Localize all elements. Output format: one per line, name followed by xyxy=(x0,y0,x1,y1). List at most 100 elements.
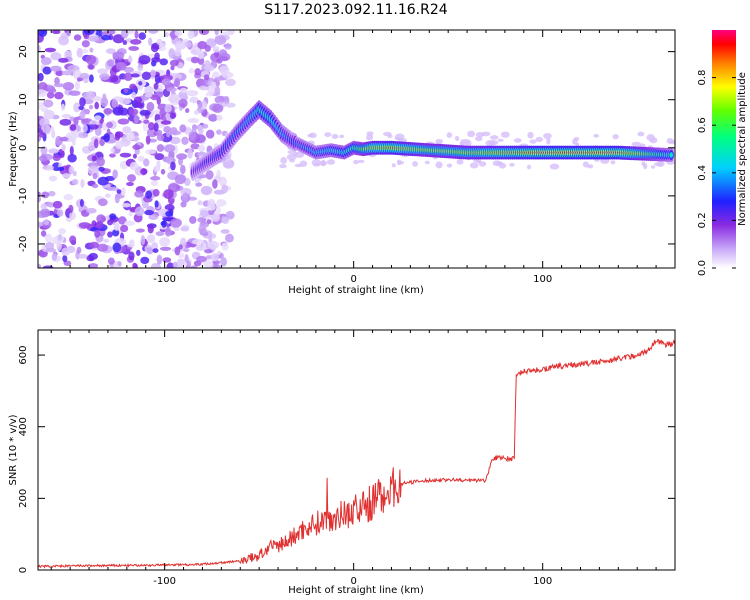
noise-blob xyxy=(107,219,113,226)
noise-blob xyxy=(112,242,122,253)
noise-blob xyxy=(206,219,212,224)
noise-blob xyxy=(610,160,616,165)
noise-blob xyxy=(43,109,55,120)
noise-blob xyxy=(54,77,60,85)
noise-blob xyxy=(38,89,48,97)
noise-blob xyxy=(130,39,142,45)
noise-blob xyxy=(221,242,229,251)
noise-blob xyxy=(174,174,187,185)
noise-blob xyxy=(63,194,74,201)
noise-blob xyxy=(146,247,154,255)
frequency-ridge xyxy=(189,100,675,181)
noise-blob xyxy=(38,101,44,110)
noise-blob xyxy=(192,239,205,245)
noise-blob xyxy=(147,122,155,131)
noise-blob xyxy=(129,161,139,171)
noise-blob xyxy=(424,160,430,165)
noise-blob xyxy=(179,87,188,93)
noise-blob xyxy=(79,72,90,79)
x-tick-label: 0 xyxy=(350,576,356,587)
noise-blob xyxy=(123,88,128,93)
noise-blob xyxy=(86,207,97,214)
noise-blob xyxy=(47,201,55,208)
noise-blob xyxy=(151,56,161,63)
noise-blob xyxy=(593,133,600,138)
noise-blob xyxy=(469,162,479,169)
noise-blob xyxy=(94,101,100,110)
noise-blob xyxy=(89,47,94,53)
snr-frame xyxy=(37,329,676,571)
noise-blob xyxy=(527,131,534,139)
noise-blob xyxy=(69,211,77,221)
noise-blob xyxy=(38,72,44,82)
noise-blob xyxy=(138,32,147,40)
noise-blob xyxy=(180,226,190,232)
noise-blob xyxy=(123,66,135,73)
noise-blob xyxy=(485,139,495,147)
noise-blob xyxy=(529,139,537,144)
noise-blob xyxy=(220,229,230,234)
noise-blob xyxy=(193,260,202,267)
noise-blob xyxy=(199,30,210,35)
noise-blob xyxy=(129,83,137,91)
noise-blob xyxy=(122,40,128,46)
noise-blob xyxy=(156,133,165,141)
noise-blob xyxy=(227,30,235,36)
noise-blob xyxy=(159,246,172,251)
noise-blob xyxy=(45,247,56,253)
noise-blob xyxy=(107,257,115,265)
y-tick-label: 20 xyxy=(18,45,29,58)
noise-blob xyxy=(96,220,104,229)
noise-blob xyxy=(112,52,119,58)
noise-blob xyxy=(62,255,68,263)
noise-blob xyxy=(170,161,176,171)
noise-blob xyxy=(87,35,100,42)
noise-blob xyxy=(138,54,151,65)
noise-blob xyxy=(69,145,74,156)
noise-blob xyxy=(103,107,113,115)
colorbar-scale xyxy=(712,30,736,268)
noise-blob xyxy=(319,160,328,166)
noise-blob xyxy=(128,55,133,64)
noise-blob xyxy=(178,244,183,250)
noise-blob xyxy=(216,199,227,207)
noise-blob xyxy=(120,187,126,196)
noise-blob xyxy=(204,248,213,254)
noise-blob xyxy=(128,251,135,261)
noise-blob xyxy=(109,153,116,158)
noise-blob xyxy=(188,68,195,74)
noise-blob xyxy=(514,138,522,143)
noise-blob xyxy=(456,158,464,165)
noise-blob xyxy=(128,108,139,116)
noise-blob xyxy=(467,130,476,138)
noise-blob xyxy=(79,97,86,107)
noise-blob xyxy=(549,163,560,170)
noise-blob xyxy=(134,190,144,198)
noise-blob xyxy=(79,198,84,207)
noise-blob xyxy=(543,132,552,140)
noise-blob xyxy=(214,86,221,96)
snr-series-line xyxy=(38,338,675,569)
noise-blob xyxy=(50,52,62,61)
noise-blob xyxy=(178,98,188,108)
noise-blob xyxy=(474,136,483,142)
noise-blob xyxy=(148,37,153,46)
noise-blob xyxy=(62,82,75,91)
noise-blob xyxy=(146,101,155,112)
noise-blob xyxy=(91,155,97,162)
noise-blob xyxy=(435,161,443,169)
noise-blob xyxy=(156,144,165,152)
noise-blob xyxy=(177,253,185,258)
noise-blob xyxy=(94,126,102,136)
noise-blob xyxy=(81,40,90,48)
noise-blob xyxy=(219,65,230,76)
noise-blob xyxy=(217,56,229,61)
noise-blob xyxy=(526,164,532,170)
noise-blob xyxy=(115,140,124,150)
noise-blob xyxy=(174,40,187,50)
noise-blob xyxy=(435,138,444,145)
noise-blob xyxy=(44,47,57,53)
noise-blob xyxy=(99,73,110,81)
noise-blob xyxy=(58,228,67,235)
